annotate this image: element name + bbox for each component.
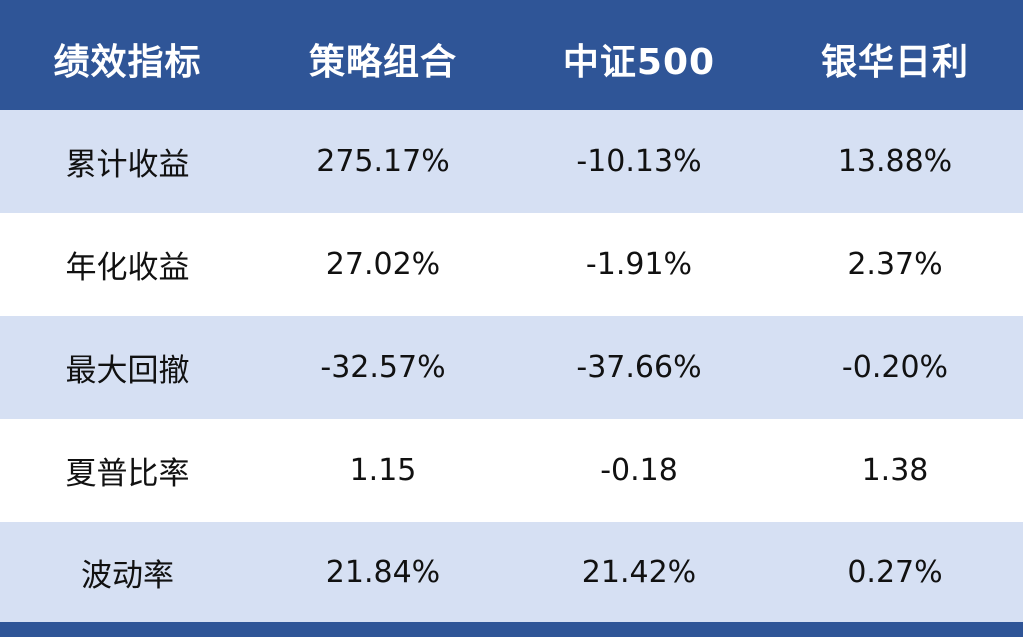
table-cell: -0.20%: [841, 350, 949, 385]
table-row: 年化收益 27.02% -1.91% 2.37%: [0, 213, 1023, 316]
table-cell: -37.66%: [576, 350, 702, 385]
table-cell: -1.91%: [585, 247, 693, 282]
header-cell-yinhua-rili: 银华日利: [820, 41, 969, 83]
table-cell: 2.37%: [847, 247, 943, 282]
table-header-row: 绩效指标 策略组合 中证500 银华日利: [0, 7, 1023, 110]
table-row: 夏普比率 1.15 -0.18 1.38: [0, 419, 1023, 522]
header-cell-strategy: 策略组合: [308, 41, 457, 83]
table-cell: 1.15: [349, 453, 417, 488]
table-cell: 1.38: [861, 453, 929, 488]
bottom-border-bar: [0, 622, 1023, 637]
row-label: 波动率: [81, 557, 174, 594]
header-cell-csi500: 中证500: [562, 41, 716, 83]
row-label: 夏普比率: [65, 456, 190, 492]
table-cell: -0.18: [600, 453, 678, 488]
table-cell: 13.88%: [837, 144, 953, 179]
table-cell: 275.17%: [316, 144, 450, 179]
table-cell: 0.27%: [847, 554, 943, 590]
table-cell: 21.42%: [581, 554, 697, 590]
performance-table: 绩效指标 策略组合 中证500 银华日利 累计收益 275.17% -10.13…: [0, 7, 1023, 622]
row-label: 最大回撤: [65, 353, 190, 389]
header-cell-metric: 绩效指标: [53, 41, 202, 83]
table-cell: 27.02%: [325, 247, 441, 282]
table-cell: 21.84%: [325, 554, 441, 590]
table-row: 最大回撤 -32.57% -37.66% -0.20%: [0, 316, 1023, 419]
top-border-bar: [0, 0, 1023, 7]
row-label: 年化收益: [65, 250, 190, 286]
row-label: 累计收益: [65, 147, 190, 183]
table-cell: -32.57%: [320, 350, 446, 385]
table-cell: -10.13%: [576, 144, 702, 179]
table-row: 累计收益 275.17% -10.13% 13.88%: [0, 110, 1023, 213]
table-row: 波动率 21.84% 21.42% 0.27%: [0, 522, 1023, 622]
